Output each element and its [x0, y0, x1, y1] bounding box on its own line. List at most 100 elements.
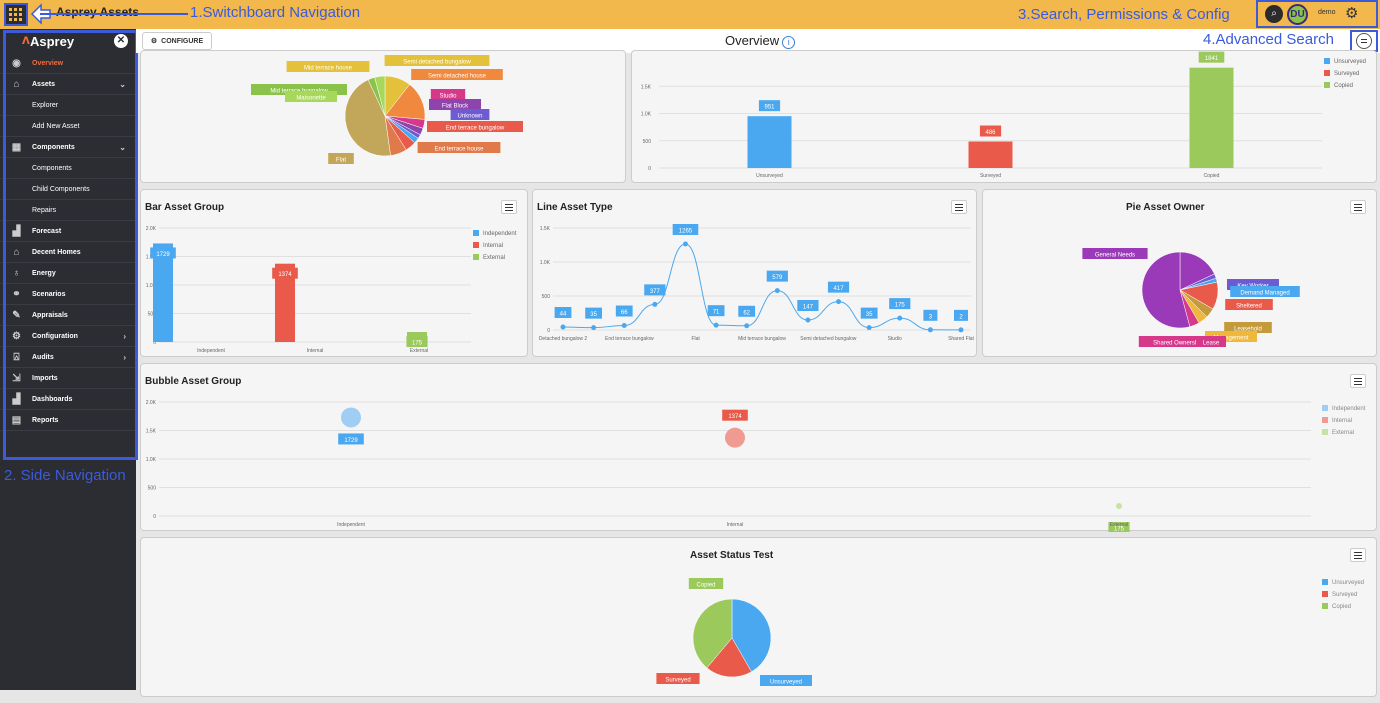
pie-slice: [374, 75, 386, 117]
pie-label: Leasehold: [1234, 327, 1262, 333]
sidebar-item-imports[interactable]: ⇲ Imports: [0, 368, 136, 389]
pie-label: Copied: [696, 583, 715, 589]
point-value-label-bg: [554, 307, 572, 319]
point-value-label-bg: [585, 307, 603, 319]
y-tick: 500: [148, 312, 157, 318]
y-tick: 0: [153, 514, 156, 520]
chart-menu-button[interactable]: [1350, 374, 1366, 388]
brand-name: Asprey: [30, 33, 75, 49]
app-title: Asprey Assets: [56, 5, 139, 19]
sidebar-item-components[interactable]: Components: [0, 158, 136, 179]
data-point: [927, 327, 933, 333]
y-tick: 1.0K: [641, 112, 652, 118]
pie-slice: [706, 637, 752, 678]
point-value-label: 147: [803, 305, 814, 311]
bubble-value-label: 175: [1114, 527, 1125, 532]
point-value-label-bg: [644, 284, 666, 296]
chart-menu-button[interactable]: [1350, 200, 1366, 214]
sidebar-item-explorer[interactable]: Explorer: [0, 95, 136, 116]
legend-label: Unsurveyed: [1332, 580, 1364, 586]
legend-swatch: [1324, 82, 1330, 88]
pie-label-bg: [1230, 286, 1300, 297]
pie-label-bg: [656, 673, 700, 684]
sidebar-item-audits[interactable]: ⍓ Audits ›: [0, 347, 136, 368]
pie-slice: [692, 598, 733, 669]
sidebar-item-configuration[interactable]: ⚙ Configuration ›: [0, 326, 136, 347]
bar-value-label: 486: [985, 130, 996, 136]
chart-menu-button[interactable]: [1350, 548, 1366, 562]
chart-menu-button[interactable]: [951, 200, 967, 214]
sidebar-item-forecast[interactable]: ▟ Forecast: [0, 221, 136, 242]
pie-label-bg: [430, 89, 466, 100]
bar-value-label: 1841: [1205, 56, 1219, 62]
x-tick: External: [1110, 522, 1128, 528]
x-tick: Surveyed: [980, 173, 1001, 179]
asprey-logo-icon: ʌ: [22, 31, 30, 47]
sidebar-item-components[interactable]: ▦ Components ⌄: [0, 137, 136, 158]
main-header: [136, 29, 1380, 53]
advanced-search-button[interactable]: [1356, 33, 1372, 49]
info-icon[interactable]: i: [782, 36, 796, 49]
legend-label: Copied: [1334, 83, 1353, 89]
apps-grid-icon: [9, 7, 22, 21]
pie-label: Studio: [439, 94, 457, 100]
bar-value-label-bg: [150, 247, 176, 259]
bubble-value-label-bg: [1108, 522, 1130, 534]
callout-search-config: 3.Search, Permissions & Config: [1018, 6, 1230, 23]
sidebar-item-repairs[interactable]: Repairs: [0, 200, 136, 221]
configure-button[interactable]: ⚙ CONFIGURE: [142, 32, 212, 50]
pie-label: General Needs: [1095, 253, 1135, 259]
sidebar-item-child-components[interactable]: Child Components: [0, 179, 136, 200]
house-icon: ⌂: [13, 247, 20, 258]
pie-label: Surveyed: [665, 678, 690, 684]
pie-asset-type-panel: Mid terrace house Semi detached bungalow S…: [140, 50, 626, 183]
sidebar-item-appraisals[interactable]: ✎ Appraisals: [0, 305, 136, 326]
sidebar-item-label: Components: [32, 143, 75, 151]
avatar[interactable]: DU: [1287, 4, 1308, 25]
legend-swatch: [1324, 58, 1330, 64]
pie-label-bg: [688, 578, 724, 589]
sidebar-item-reports[interactable]: ▤ Reports: [0, 410, 136, 431]
sidebar-item-label: Child Components: [32, 185, 90, 193]
pie-label: Semi detached bungalow: [403, 60, 471, 66]
sidebar-item-assets[interactable]: ⌂ Assets ⌄: [0, 74, 136, 95]
sidebar-item-label: Overview: [32, 59, 64, 67]
data-point: [744, 323, 750, 329]
pie-label-bg: [411, 69, 503, 80]
point-value-label: 35: [866, 312, 873, 318]
sidebar-item-label: Forecast: [32, 227, 62, 235]
config-gear-icon[interactable]: ⚙: [1345, 5, 1359, 22]
close-icon[interactable]: ✕: [114, 34, 128, 48]
sidebar-item-energy[interactable]: ♁ Energy: [0, 263, 136, 284]
y-tick: 500: [148, 486, 157, 492]
report-icon: ▤: [11, 415, 22, 426]
sidebar-item-label: Repairs: [32, 206, 57, 214]
bar-status-panel: 0 500 1.0K 1.5K 951 Unsurveyed 486 Surveyed 1841…: [631, 50, 1377, 183]
sidebar-item-overview[interactable]: ◉ Overview: [0, 53, 136, 74]
legend-swatch: [473, 230, 479, 236]
sidebar-item-decent-homes[interactable]: ⌂ Decent Homes: [0, 242, 136, 263]
chart-menu-button[interactable]: [501, 200, 517, 214]
forecast-icon: ▟: [12, 226, 21, 237]
sidebar-item-dashboards[interactable]: ▟ Dashboards: [0, 389, 136, 410]
pie-label-bg: [1138, 336, 1218, 347]
panel-title: Bar Asset Group: [145, 202, 225, 213]
callout-advanced-search: 4.Advanced Search: [1203, 31, 1334, 48]
pie-label: Sheltered: [1236, 304, 1262, 310]
sidebar-item-label: Explorer: [32, 101, 59, 109]
panel-title: Pie Asset Owner: [1126, 202, 1205, 213]
page-title-text: Overview: [725, 33, 780, 48]
switchboard-grid-button[interactable]: [4, 3, 28, 26]
pie-label: Maisonette: [296, 96, 326, 102]
point-value-label: 417: [834, 286, 845, 292]
sidebar-item-label: Appraisals: [32, 311, 68, 319]
search-icon[interactable]: ⌕: [1265, 5, 1283, 23]
sidebar-item-scenarios[interactable]: ⚭ Scenarios: [0, 284, 136, 305]
chevron-icon: ⌄: [119, 80, 126, 89]
asset-status-test-panel: Asset Status Test Copied Surveyed Unsurvey…: [140, 537, 1377, 697]
pie-label: Unsurveyed: [770, 680, 802, 686]
y-tick: 1.5K: [641, 84, 652, 90]
pie-label-bg: [427, 121, 523, 132]
sidebar-item-label: Add New Asset: [32, 122, 80, 130]
sidebar-item-add-new-asset[interactable]: Add New Asset: [0, 116, 136, 137]
